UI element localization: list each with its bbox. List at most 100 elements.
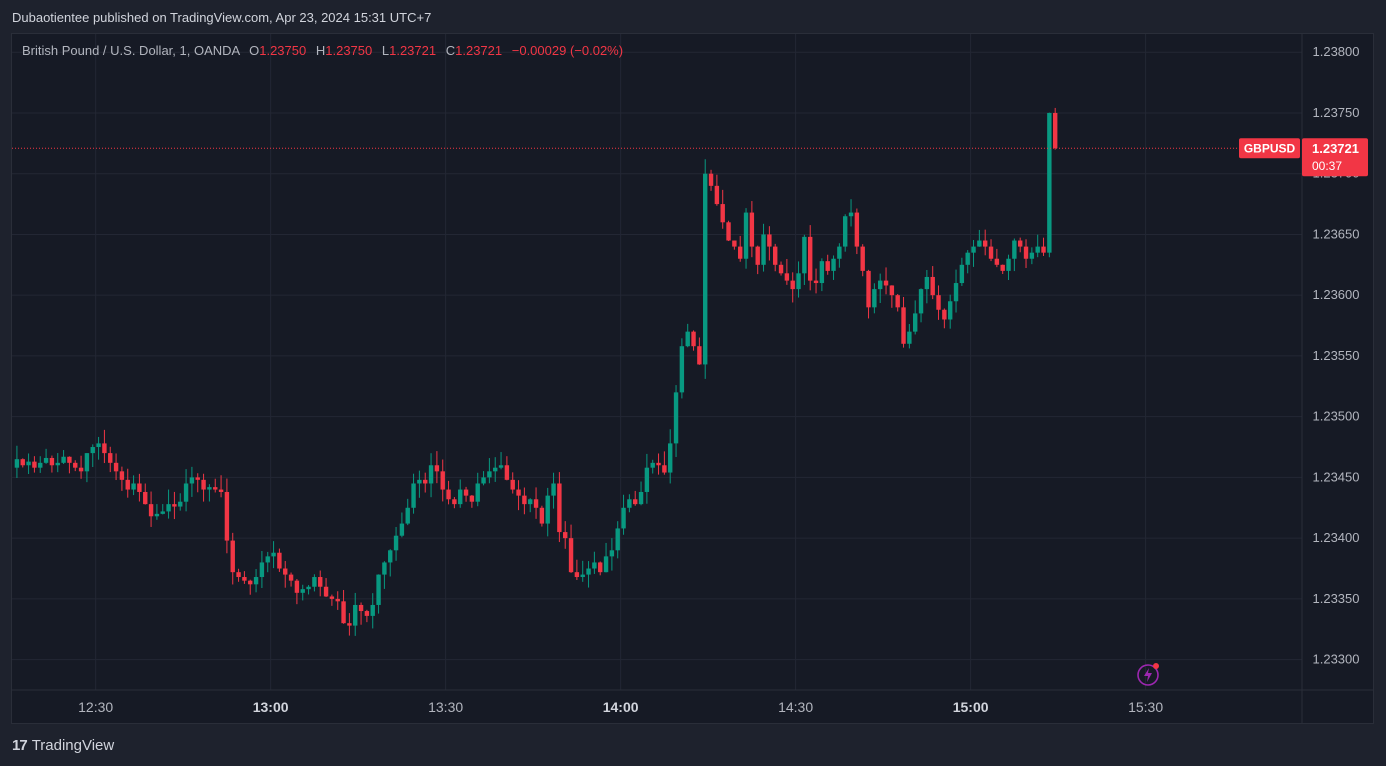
candle-up [1029, 252, 1035, 259]
candle-down [452, 499, 457, 505]
candle-up [586, 568, 591, 575]
candle-up [603, 556, 609, 573]
y-tick-label: 1.23600 [1313, 287, 1360, 302]
candle-down [49, 457, 55, 466]
x-tick-label: 14:00 [603, 699, 639, 715]
candle-down [790, 280, 795, 290]
candle-down [866, 270, 871, 308]
high-value: 1.23750 [325, 43, 373, 58]
candle-up [673, 392, 679, 444]
candle-down [557, 483, 562, 533]
candle-up [802, 236, 807, 274]
candle-down [32, 461, 37, 468]
candle-up [644, 467, 650, 492]
candle-down [516, 489, 521, 496]
candle-down [446, 489, 451, 500]
candle-down [726, 222, 731, 241]
candle-up [615, 528, 620, 551]
candle-up [965, 252, 970, 265]
candle-up [90, 447, 95, 454]
x-tick-label: 15:00 [953, 699, 989, 715]
ohlc-legend: British Pound / U.S. Dollar, 1, OANDA O 1… [22, 43, 623, 58]
candle-up [819, 261, 825, 284]
candle-down [504, 465, 510, 480]
change-value: −0.00029 (−0.02%) [511, 43, 624, 58]
candle-up [621, 507, 626, 529]
candle-down [1017, 240, 1023, 247]
candle-down [294, 580, 300, 593]
candle-down [347, 623, 352, 626]
candle-down [574, 572, 580, 578]
candle-down [242, 577, 247, 581]
candle-down [854, 212, 860, 247]
candle-up [458, 489, 463, 505]
candle-up [183, 483, 189, 502]
x-tick-label: 12:30 [78, 699, 113, 715]
lightning-icon[interactable] [1136, 662, 1160, 686]
candle-down [767, 234, 772, 247]
candle-up [405, 507, 410, 524]
candle-up [848, 212, 854, 217]
candle-up [638, 491, 644, 505]
candle-down [119, 471, 125, 480]
candle-down [213, 487, 218, 490]
x-tick-label: 14:30 [778, 699, 813, 715]
candle-down [195, 477, 200, 480]
candle-down [568, 538, 574, 573]
candle-up [609, 550, 615, 557]
candle-down [813, 280, 819, 284]
candle-down [633, 499, 638, 505]
candle-up [306, 586, 311, 590]
candle-down [784, 273, 790, 281]
candle-down [463, 489, 469, 496]
candle-down [277, 552, 282, 569]
candle-up [253, 577, 259, 585]
candle-up [382, 562, 387, 575]
y-tick-label: 1.23750 [1313, 105, 1360, 120]
x-tick-label: 13:00 [253, 699, 289, 715]
time-axis: 12:30 13:00 13:30 14:00 14:30 15:00 15:30 [78, 699, 1163, 715]
y-tick-label: 1.23300 [1313, 652, 1360, 667]
open-label: O [249, 43, 260, 58]
candle-up [907, 331, 912, 344]
candle-down [20, 459, 25, 466]
candle-up [528, 499, 533, 505]
candle-down [778, 264, 784, 274]
candle-down [108, 453, 113, 463]
candle-down [510, 479, 515, 490]
price-tag: GBPUSD 1.23721 00:37 [1239, 138, 1368, 177]
candle-up [831, 258, 836, 271]
candle-down [318, 577, 323, 587]
candle-up [912, 313, 918, 332]
candle-up [580, 574, 585, 578]
candle-up [300, 589, 305, 593]
symbol-title: British Pound / U.S. Dollar, 1, OANDA [22, 43, 240, 58]
candle-up [417, 479, 422, 484]
candle-up [1012, 240, 1017, 259]
candle-up [668, 443, 673, 473]
candle-up [312, 577, 317, 587]
candle-up [959, 264, 965, 284]
candle-up [14, 459, 20, 468]
candle-down [248, 580, 253, 585]
candle-up [918, 289, 924, 314]
price-tag-value: 1.23721 [1312, 141, 1359, 156]
candle-up [43, 457, 49, 463]
candle-down [341, 601, 346, 624]
candle-down [364, 611, 370, 616]
candle-up [1047, 112, 1052, 253]
price-tag-bg [1302, 138, 1368, 177]
candle-down [773, 246, 778, 265]
candle-up [878, 280, 883, 290]
symbol-tag-bg [1239, 138, 1300, 159]
symbol-tag-text: GBPUSD [1244, 142, 1296, 156]
x-tick-label: 13:30 [428, 699, 463, 715]
price-tag-countdown: 00:37 [1312, 159, 1342, 173]
candle-down [113, 462, 119, 472]
candle-down [434, 465, 440, 472]
candle-down [218, 489, 224, 492]
candle-down [172, 504, 177, 507]
close-label: C [445, 43, 456, 58]
candle-down [598, 562, 603, 573]
